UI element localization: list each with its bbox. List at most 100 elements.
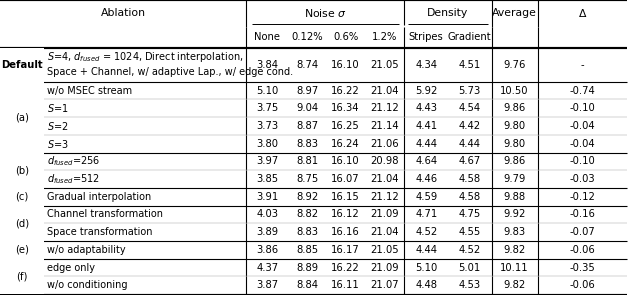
Text: $S$=2: $S$=2: [47, 120, 68, 132]
FancyBboxPatch shape: [0, 259, 44, 294]
FancyBboxPatch shape: [0, 206, 44, 241]
Text: 3.73: 3.73: [256, 121, 278, 131]
Text: -0.35: -0.35: [570, 263, 595, 273]
Text: 8.92: 8.92: [296, 192, 318, 202]
FancyBboxPatch shape: [0, 48, 44, 82]
FancyBboxPatch shape: [0, 188, 44, 206]
Text: 4.52: 4.52: [459, 245, 481, 255]
Text: (c): (c): [15, 192, 28, 202]
Text: (d): (d): [15, 218, 29, 228]
Text: 8.82: 8.82: [296, 209, 318, 219]
Text: -0.06: -0.06: [570, 280, 595, 290]
Text: -0.03: -0.03: [570, 174, 595, 184]
Text: Gradual interpolation: Gradual interpolation: [47, 192, 151, 202]
Text: (e): (e): [15, 245, 29, 255]
Text: 16.22: 16.22: [332, 86, 360, 96]
Text: 4.46: 4.46: [415, 174, 437, 184]
Text: 8.81: 8.81: [296, 156, 318, 166]
Text: 4.54: 4.54: [459, 103, 481, 113]
Text: 21.12: 21.12: [371, 103, 399, 113]
Text: 0.6%: 0.6%: [333, 32, 358, 42]
Text: 9.86: 9.86: [504, 156, 525, 166]
Text: (d): (d): [15, 209, 29, 219]
Text: 16.17: 16.17: [332, 245, 360, 255]
Text: Average: Average: [492, 8, 537, 18]
Text: edge only: edge only: [47, 263, 95, 273]
Text: 16.34: 16.34: [332, 103, 360, 113]
Text: 5.73: 5.73: [459, 86, 481, 96]
Text: (b): (b): [15, 165, 29, 175]
Text: 4.44: 4.44: [415, 139, 437, 149]
Text: Stripes: Stripes: [409, 32, 444, 42]
Text: 16.24: 16.24: [332, 139, 360, 149]
Text: 3.91: 3.91: [256, 192, 278, 202]
Text: 8.89: 8.89: [296, 263, 318, 273]
Text: Default: Default: [1, 60, 43, 70]
Text: (a): (a): [15, 86, 29, 96]
Text: 3.85: 3.85: [256, 174, 278, 184]
Text: 21.04: 21.04: [371, 86, 399, 96]
Text: -: -: [580, 60, 584, 70]
Text: 9.79: 9.79: [504, 174, 525, 184]
Text: 0.12%: 0.12%: [291, 32, 323, 42]
Text: 4.03: 4.03: [256, 209, 278, 219]
Text: 9.80: 9.80: [504, 139, 525, 149]
Text: 4.75: 4.75: [459, 209, 481, 219]
Text: 9.80: 9.80: [504, 121, 525, 131]
Text: 4.44: 4.44: [415, 245, 437, 255]
Text: -0.06: -0.06: [570, 245, 595, 255]
Text: $S$=4, $d_{fused}$ = 1024, Direct interpolation,: $S$=4, $d_{fused}$ = 1024, Direct interp…: [47, 50, 243, 64]
Text: 8.97: 8.97: [296, 86, 318, 96]
Text: 16.07: 16.07: [332, 174, 360, 184]
Text: 16.22: 16.22: [332, 263, 360, 273]
Text: 4.71: 4.71: [415, 209, 437, 219]
Text: 4.42: 4.42: [459, 121, 481, 131]
Text: 3.87: 3.87: [256, 280, 278, 290]
Text: Space + Channel, w/ adaptive Lap., w/ edge cond.: Space + Channel, w/ adaptive Lap., w/ ed…: [47, 67, 293, 77]
Text: w/o conditioning: w/o conditioning: [47, 280, 127, 290]
Text: $S$=3: $S$=3: [47, 138, 68, 150]
Text: 16.10: 16.10: [332, 156, 360, 166]
Text: Gradient: Gradient: [448, 32, 492, 42]
Text: 9.04: 9.04: [296, 103, 318, 113]
Text: (b): (b): [15, 156, 29, 166]
Text: 3.86: 3.86: [256, 245, 278, 255]
FancyBboxPatch shape: [0, 241, 44, 259]
Text: Space transformation: Space transformation: [47, 227, 152, 237]
Text: Noise $\sigma$: Noise $\sigma$: [304, 7, 347, 19]
Text: 8.83: 8.83: [296, 139, 318, 149]
Text: 5.92: 5.92: [415, 86, 437, 96]
Text: None: None: [254, 32, 280, 42]
Text: (f): (f): [16, 263, 28, 273]
Text: w/o adaptability: w/o adaptability: [47, 245, 125, 255]
Text: 4.34: 4.34: [415, 60, 437, 70]
Text: Default: Default: [1, 60, 43, 70]
Text: 16.16: 16.16: [332, 227, 360, 237]
Text: 5.10: 5.10: [256, 86, 278, 96]
Text: 5.01: 5.01: [459, 263, 481, 273]
Text: 9.92: 9.92: [504, 209, 525, 219]
Text: -0.07: -0.07: [570, 227, 595, 237]
Text: 10.50: 10.50: [500, 86, 529, 96]
Text: 4.37: 4.37: [256, 263, 278, 273]
Text: 21.04: 21.04: [371, 227, 399, 237]
Text: $d_{fused}$=512: $d_{fused}$=512: [47, 172, 100, 186]
Text: 4.44: 4.44: [459, 139, 481, 149]
Text: 4.58: 4.58: [459, 192, 481, 202]
Text: (e): (e): [15, 245, 29, 255]
Text: 21.05: 21.05: [371, 60, 399, 70]
Text: $S$=1: $S$=1: [47, 102, 68, 114]
Text: -0.10: -0.10: [570, 103, 595, 113]
Text: 21.09: 21.09: [371, 263, 399, 273]
Text: 5.10: 5.10: [415, 263, 437, 273]
Text: -0.12: -0.12: [570, 192, 595, 202]
Text: 21.04: 21.04: [371, 174, 399, 184]
Text: 8.84: 8.84: [296, 280, 318, 290]
Text: 9.76: 9.76: [504, 60, 525, 70]
Text: 8.74: 8.74: [296, 60, 318, 70]
Text: 21.07: 21.07: [371, 280, 399, 290]
Text: -0.16: -0.16: [570, 209, 595, 219]
Text: 20.98: 20.98: [371, 156, 399, 166]
Text: 16.12: 16.12: [332, 209, 360, 219]
Text: 21.06: 21.06: [371, 139, 399, 149]
